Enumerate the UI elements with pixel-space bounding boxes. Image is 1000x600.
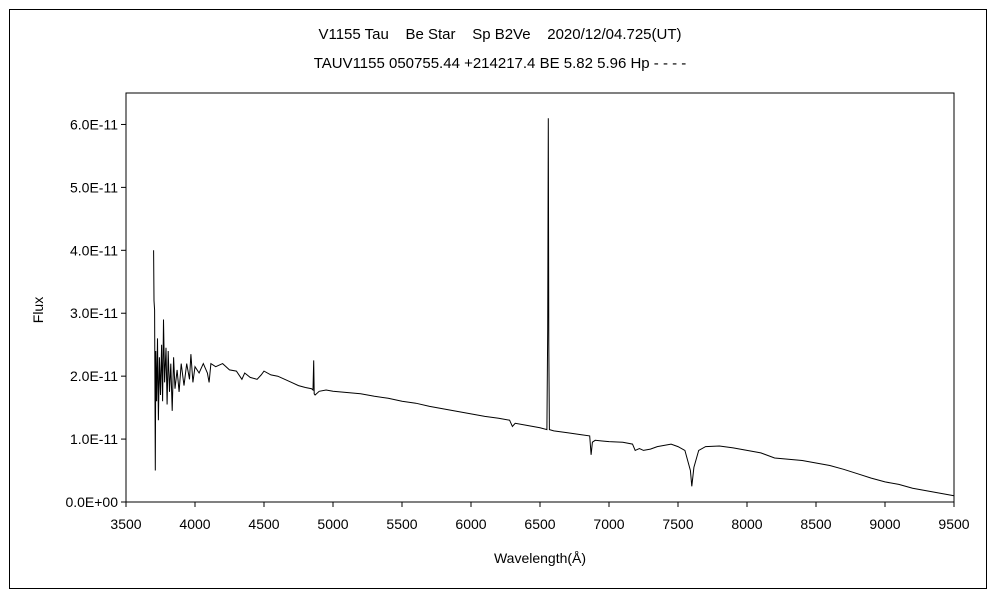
x-tick-label: 5500 xyxy=(386,516,417,532)
x-tick-label: 8500 xyxy=(800,516,831,532)
x-tick-label: 6000 xyxy=(455,516,486,532)
x-tick-label: 4000 xyxy=(179,516,210,532)
chart-frame xyxy=(9,9,987,589)
y-tick-label: 2.0E-11 xyxy=(70,368,118,384)
series-layer xyxy=(153,118,955,497)
chart-title: V1155 Tau Be Star Sp B2Ve 2020/12/04.725… xyxy=(318,26,682,43)
x-axis-ticks: 3500 4000 4500 5000 5500 6000 6500 7000 7500 8000… xyxy=(110,502,970,532)
y-tick-label: 4.0E-11 xyxy=(70,242,118,258)
x-tick-label: 5000 xyxy=(317,516,348,532)
x-axis-label: Wavelength(Å) xyxy=(493,550,587,566)
y-tick-label: 3.0E-11 xyxy=(70,305,118,321)
x-tick-label: 6500 xyxy=(524,516,555,532)
x-tick-label: 7000 xyxy=(593,516,624,532)
x-tick-label: 9500 xyxy=(938,516,969,532)
chart-subtitle: TAUV1155 050755.44 +214217.4 BE 5.82 5.9… xyxy=(313,55,687,72)
y-axis-ticks: 0.0E+00 1.0E-11 2.0E-11 3.0E-11 4.0E-11 5.0E-… xyxy=(65,116,126,510)
x-tick-label: 8000 xyxy=(731,516,762,532)
x-tick-label: 9000 xyxy=(869,516,900,532)
x-tick-label: 3500 xyxy=(110,516,141,532)
y-axis-label: Flux xyxy=(30,296,46,324)
y-tick-label: 0.0E+00 xyxy=(65,494,118,510)
x-tick-label: 4500 xyxy=(248,516,279,532)
x-tick-label: 7500 xyxy=(662,516,693,532)
plot-area xyxy=(125,92,955,503)
y-tick-label: 5.0E-11 xyxy=(70,179,118,195)
y-tick-label: 6.0E-11 xyxy=(70,116,118,132)
flux-series-line xyxy=(153,118,955,497)
y-tick-label: 1.0E-11 xyxy=(70,431,118,447)
